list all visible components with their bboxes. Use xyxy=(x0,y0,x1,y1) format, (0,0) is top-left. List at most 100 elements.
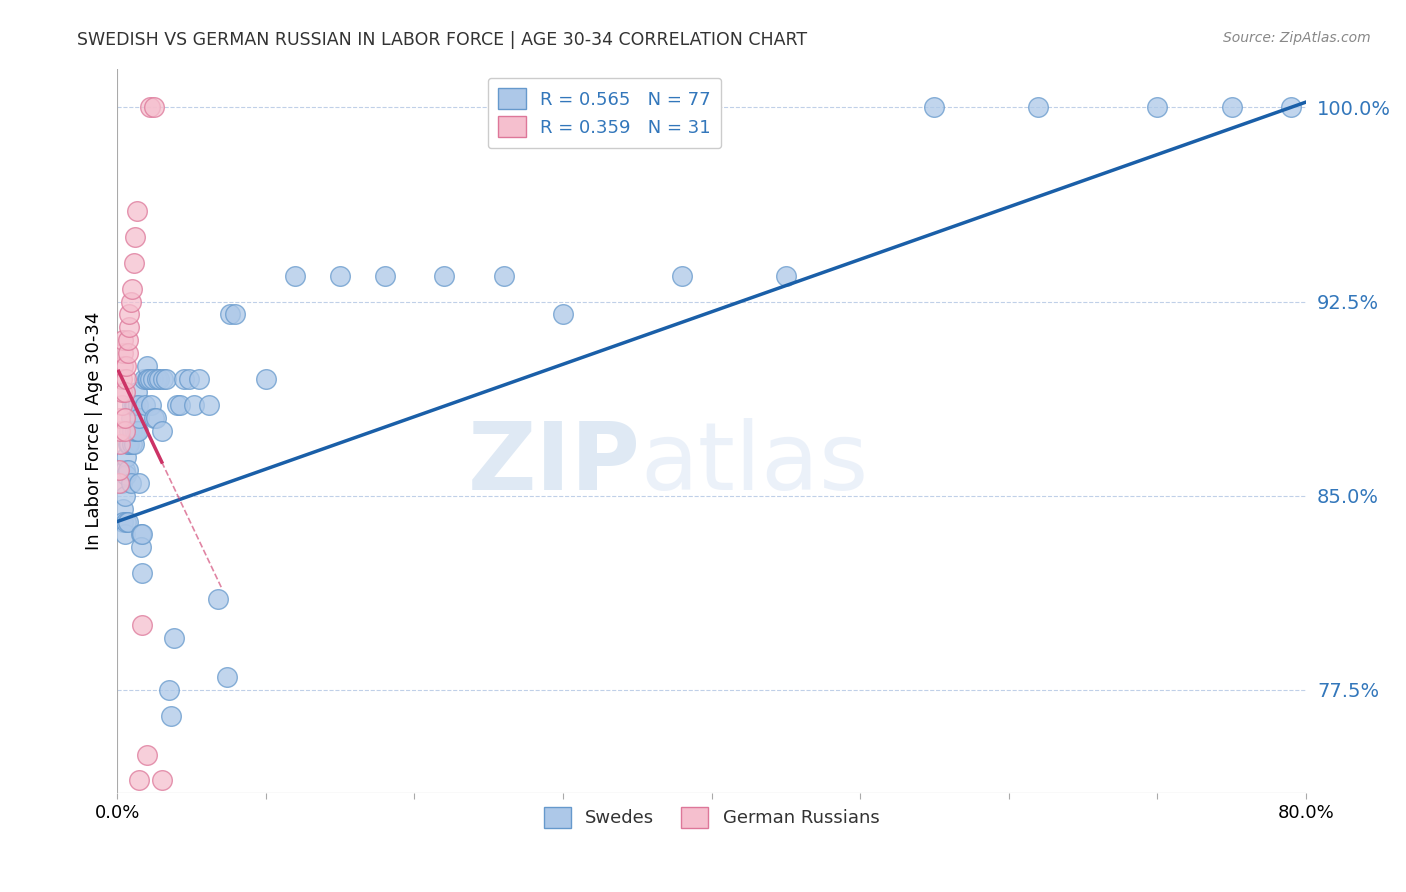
Point xyxy=(1279,100,1302,114)
Point xyxy=(115,467,138,482)
Point xyxy=(115,359,138,374)
Point xyxy=(671,268,693,283)
Point xyxy=(107,463,129,477)
Point xyxy=(125,203,148,218)
Point xyxy=(117,463,139,477)
Point xyxy=(112,501,135,516)
Point xyxy=(112,346,135,360)
Point xyxy=(224,308,246,322)
Point xyxy=(114,411,136,425)
Point xyxy=(108,424,131,438)
Point xyxy=(111,398,134,412)
Point xyxy=(128,475,150,490)
Point xyxy=(173,372,195,386)
Point xyxy=(111,372,134,386)
Point xyxy=(329,268,352,283)
Point xyxy=(121,398,143,412)
Point xyxy=(114,489,136,503)
Point xyxy=(374,268,396,283)
Point xyxy=(111,475,134,490)
Point xyxy=(114,385,136,400)
Point xyxy=(135,747,157,762)
Point xyxy=(138,372,160,386)
Point xyxy=(141,398,163,412)
Point xyxy=(139,372,162,386)
Text: Source: ZipAtlas.com: Source: ZipAtlas.com xyxy=(1223,31,1371,45)
Point xyxy=(117,334,139,348)
Point xyxy=(924,100,946,114)
Point xyxy=(187,372,209,386)
Point xyxy=(120,475,142,490)
Point xyxy=(118,320,141,334)
Point xyxy=(217,670,239,684)
Point xyxy=(118,424,141,438)
Point xyxy=(128,773,150,788)
Point xyxy=(551,308,574,322)
Point xyxy=(117,437,139,451)
Point xyxy=(135,372,157,386)
Point xyxy=(112,359,135,374)
Point xyxy=(127,398,149,412)
Point xyxy=(132,372,155,386)
Point xyxy=(433,268,456,283)
Point xyxy=(112,515,135,529)
Point xyxy=(219,308,242,322)
Point xyxy=(142,372,165,386)
Point xyxy=(146,372,169,386)
Y-axis label: In Labor Force | Age 30-34: In Labor Force | Age 30-34 xyxy=(86,311,103,550)
Point xyxy=(143,411,166,425)
Point xyxy=(284,268,307,283)
Point xyxy=(1028,100,1050,114)
Point xyxy=(120,294,142,309)
Point xyxy=(177,372,200,386)
Point xyxy=(114,463,136,477)
Point xyxy=(131,566,153,581)
Point xyxy=(145,411,167,425)
Point xyxy=(121,424,143,438)
Point xyxy=(1146,100,1168,114)
Point xyxy=(114,527,136,541)
Point xyxy=(207,592,229,607)
Point xyxy=(122,437,145,451)
Point xyxy=(120,411,142,425)
Point xyxy=(131,527,153,541)
Point xyxy=(129,541,152,555)
Point xyxy=(254,372,277,386)
Point xyxy=(124,398,146,412)
Point xyxy=(128,411,150,425)
Point xyxy=(139,100,162,114)
Point xyxy=(124,229,146,244)
Text: SWEDISH VS GERMAN RUSSIAN IN LABOR FORCE | AGE 30-34 CORRELATION CHART: SWEDISH VS GERMAN RUSSIAN IN LABOR FORCE… xyxy=(77,31,807,49)
Point xyxy=(122,255,145,269)
Point xyxy=(112,334,135,348)
Point xyxy=(115,450,138,464)
Point xyxy=(157,682,180,697)
Point xyxy=(117,346,139,360)
Point xyxy=(115,515,138,529)
Point xyxy=(1220,100,1243,114)
Point xyxy=(152,372,174,386)
Point xyxy=(775,268,797,283)
Point xyxy=(169,398,191,412)
Point xyxy=(134,398,156,412)
Point xyxy=(492,268,515,283)
Point xyxy=(166,398,188,412)
Point xyxy=(122,398,145,412)
Point xyxy=(125,424,148,438)
Point xyxy=(135,359,157,374)
Point xyxy=(129,527,152,541)
Point xyxy=(143,100,166,114)
Point xyxy=(118,437,141,451)
Point xyxy=(159,708,181,723)
Point xyxy=(114,424,136,438)
Point xyxy=(150,773,173,788)
Point xyxy=(108,411,131,425)
Point xyxy=(107,475,129,490)
Legend: Swedes, German Russians: Swedes, German Russians xyxy=(536,800,887,835)
Point xyxy=(121,437,143,451)
Point xyxy=(111,385,134,400)
Point xyxy=(121,281,143,295)
Point xyxy=(108,437,131,451)
Point xyxy=(117,515,139,529)
Point xyxy=(148,372,170,386)
